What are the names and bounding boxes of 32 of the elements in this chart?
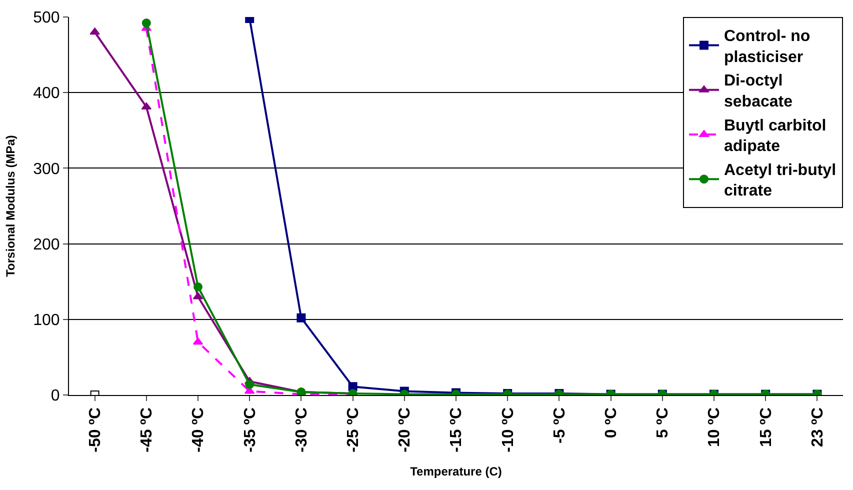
x-tick-label: -5 ºC [551,406,568,444]
legend-label: Acetyl tri-butyl citrate [724,162,836,200]
legend-label: Control- no plasticiser [724,28,810,66]
x-axis-title: Temperature (C) [410,464,502,478]
x-tick-label: -20 ºC [396,406,414,452]
x-tick-label: 5 ºC [654,406,672,438]
x-tick-label: -15 ºC [448,406,466,452]
point [142,18,151,28]
x-tick-label: -50 ºC [87,406,104,452]
x-tick-label: 23 ºC [809,406,826,448]
x-tick-label: -30 ºC [293,406,310,452]
y-tick-label: 500 [33,10,60,27]
x-tick-label: 15 ºC [758,406,775,448]
legend-label: Buytl carbitol adipate [724,117,826,156]
point [194,282,202,292]
y-tick-label: 400 [33,85,60,102]
x-tick-label: -35 ºC [242,406,259,452]
x-tick-label: 0 ºC [603,406,620,438]
point [296,313,306,322]
y-tick-label: 200 [33,236,60,254]
x-tick-label: -25 ºC [345,406,362,452]
y-tick-label: 100 [33,312,60,329]
y-axis-title: Torsional Modulus (MPa) [3,135,18,277]
legend-label: Di-octyl sebacate [724,72,793,111]
point [90,28,100,35]
x-tick-label: -40 ºC [190,406,208,452]
x-tick-label: -10 ºC [500,406,517,452]
x-tick-label: 10 ºC [706,406,724,448]
y-tick-label: 300 [33,160,60,178]
x-tick-label: -45 ºC [138,406,156,452]
y-tick-label: 0 [50,388,60,405]
point [245,380,254,389]
